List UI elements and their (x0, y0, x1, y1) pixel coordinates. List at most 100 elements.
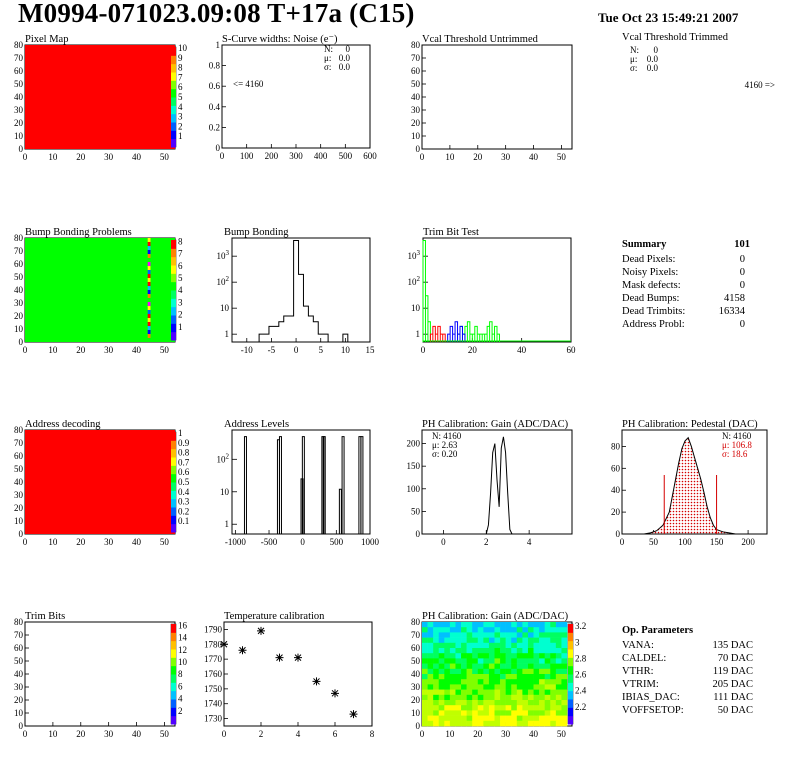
ph-gain-map-cell (422, 653, 428, 659)
ph-gain-map-cell (505, 710, 512, 716)
ph-gain-map-cell (511, 637, 518, 644)
vcal-trimmed-stat-value: 0.0 (647, 63, 659, 73)
ph-gain-map-cell (477, 622, 484, 628)
ph-gain-map-cell (533, 684, 540, 690)
bump-bonding-ytick-label: 1 (225, 329, 230, 339)
ph-gain-map-cell (539, 648, 545, 654)
ph-gain-map-cell (539, 700, 545, 706)
ph-gain-map-cell (461, 627, 467, 633)
scurve-ytick-label: 1 (216, 40, 221, 50)
ph-gain-map-cell (539, 705, 545, 711)
ph-gain-map-colorbar-segment (568, 624, 573, 633)
ph-gain-map-cell (477, 694, 484, 701)
ph-gain-map-cell (461, 684, 467, 690)
ph-gain-map-cell (427, 632, 434, 638)
ph-gain-map-cell (488, 668, 495, 675)
ph-gain-map-cell (438, 632, 445, 638)
pixel-map-colorbar-segment (171, 105, 176, 115)
scurve-xtick-label: 200 (265, 151, 279, 161)
ph-gain-map-cell (544, 627, 551, 633)
ph-gain-map-cell (522, 700, 529, 706)
ph-gain-map-cell (500, 627, 506, 633)
ph-gain-map-cell (522, 622, 529, 628)
ph-gain-map-cell (505, 637, 512, 644)
temperature-ytick-label: 1740 (204, 699, 223, 709)
ph-gain-map-cell (505, 679, 512, 685)
bump-problems-xtick-label: 30 (104, 345, 114, 355)
ph-gain-map-cell (494, 694, 501, 701)
bump-problems-colorbar-segment (171, 298, 176, 308)
ph-gain-map-cell (544, 658, 551, 664)
ph-gain-map-cell (522, 684, 529, 690)
pixel-map-ytick-label: 30 (14, 105, 24, 115)
ph-gain-map-cell (488, 658, 495, 664)
ph-gain-map-cell (466, 668, 473, 675)
ph-gain-map-cell (444, 720, 451, 727)
ph-gain-map-cell (433, 622, 440, 628)
summary-row-label: Dead Pixels: (622, 254, 675, 265)
ph-gain-map-cell (433, 694, 440, 701)
temperature-xtick-label: 8 (370, 729, 375, 739)
bump-problems-fill (25, 238, 175, 342)
ph-gain-map-cell (522, 720, 529, 727)
ph-gain-map-cell (561, 710, 568, 716)
address-decoding-title: Address decoding (25, 419, 101, 430)
ph-gain-map-cell (427, 648, 434, 654)
ph-gain-map-cell (472, 684, 479, 690)
bump-problems-colorbar-label: 4 (178, 285, 183, 295)
trim-bits-colorbar-label: 12 (178, 645, 187, 655)
trim-bits-colorbar-label: 16 (178, 620, 188, 630)
ph-gain-map-cell (455, 700, 462, 706)
ph-gain-map-ytick-label: 80 (411, 617, 421, 627)
ph-gain-map-cell (522, 710, 529, 716)
ph-gain-map-xtick-label: 40 (529, 729, 539, 739)
ph-gain-map-cell (455, 720, 462, 727)
ph-gain-map-cell (427, 710, 434, 716)
ph-gain-map-cell (544, 705, 551, 711)
ph-gain-map-cell (527, 679, 534, 685)
bump-problems-column-cell (147, 306, 151, 310)
ph-gain-map-cell (494, 622, 501, 628)
bump-problems-column-cell (147, 250, 151, 254)
bump-problems-colorbar-label: 3 (178, 297, 183, 307)
ph-gain-map-cell (516, 627, 523, 633)
address-decoding-ytick-label: 0 (19, 529, 24, 539)
ph-gain-map-cell (477, 710, 484, 716)
pixel-map-xtick-label: 50 (160, 152, 170, 162)
ph-gain-map-cell (539, 715, 545, 722)
ph-gain-map-cell (483, 648, 490, 654)
trim-bit-test-ytick-label: 103 (408, 249, 421, 261)
ph-gain-map-cell (461, 705, 467, 711)
ph-gain-map-cell (422, 642, 428, 649)
address-decoding-ytick-label: 20 (14, 503, 24, 513)
trim-bits-ytick-label: 0 (19, 721, 24, 731)
ph-gain-map-cell (444, 637, 451, 644)
ph-gain-map-cell (449, 694, 456, 701)
ph-gain-map-xtick-label: 0 (420, 729, 425, 739)
address-decoding-xtick-label: 0 (23, 537, 28, 547)
ph-gain-map-cell (533, 720, 540, 727)
ph-gain-map-cell (449, 679, 456, 685)
address-decoding-fill (25, 430, 175, 534)
bump-problems-column-cell (147, 270, 151, 274)
trim-bit-test-ytick-exp: 3 (417, 249, 421, 257)
ph-gain-map-ytick-label: 70 (411, 630, 421, 640)
address-decoding-colorbar-label: 0.1 (178, 516, 189, 526)
ph-gain-map-cell (422, 679, 428, 685)
ph-gain-map-cell (505, 632, 512, 638)
ph-gain-map-cell (488, 700, 495, 706)
bump-problems-colorbar-segment (171, 240, 176, 249)
ph-gain-map-cell (555, 668, 562, 675)
ph-gain-map-cell (550, 658, 557, 664)
bump-problems-xtick-label: 50 (160, 345, 170, 355)
ph-gain-map-cell (505, 658, 512, 664)
ph-gain-map-cell (544, 637, 551, 644)
vcal-untrimmed-ytick-label: 10 (411, 131, 421, 141)
ph-gain-map-cell (527, 642, 534, 649)
ph-gain-map-cell (472, 710, 479, 716)
ph-gain-map-cell (550, 720, 557, 727)
ph-gain-map-cell (444, 705, 451, 711)
vcal-untrimmed-ytick-label: 40 (411, 92, 421, 102)
ph-gain-map-cell (466, 679, 473, 685)
ph-gain-map-cell (444, 679, 451, 685)
